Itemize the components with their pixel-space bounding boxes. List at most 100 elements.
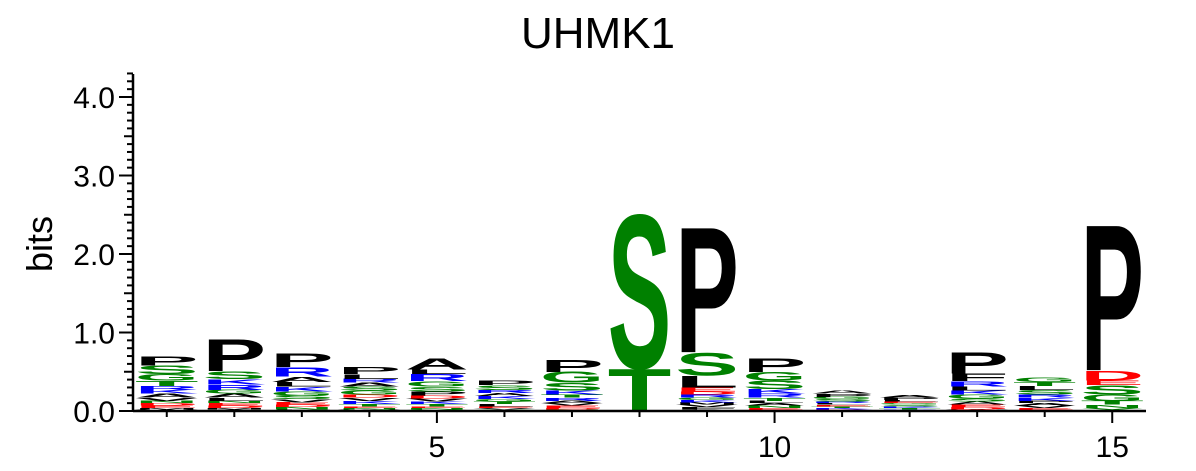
logo-letter-a: A [405, 356, 469, 373]
logo-letter-d: D [405, 395, 469, 400]
logo-letter-a: A [810, 390, 874, 395]
logo-letter-k: K [1013, 397, 1077, 402]
logo-letter-n: N [405, 408, 469, 410]
logo-letter-n: N [1080, 404, 1144, 409]
logo-letter-r: R [540, 397, 604, 402]
logo-letter-v: V [1013, 405, 1077, 409]
logo-letter-r: R [270, 365, 334, 380]
y-tick-label: 3.0 [73, 161, 115, 194]
logo-letter-e: E [405, 406, 469, 408]
logo-letter-s: S [945, 398, 1009, 403]
logo-letter-d: D [945, 407, 1009, 411]
logo-letter-d: D [270, 404, 334, 408]
logo-letter-y: Y [1080, 407, 1144, 412]
logo-letter-t: T [810, 406, 874, 408]
logo-letter-d: D [540, 408, 604, 410]
logo-letter-e: E [540, 405, 604, 409]
logo-letter-k: K [743, 388, 807, 395]
logo-letter-t: T [135, 379, 199, 388]
logo-letter-k: K [270, 386, 334, 393]
logo-letter-t: T [878, 407, 942, 409]
chart-title: UHMK1 [521, 9, 675, 58]
logo-letter-a: A [338, 382, 402, 388]
logo-letter-r: R [338, 378, 402, 384]
logo-letter-f: F [675, 406, 739, 410]
logo-letter-l: L [203, 397, 267, 402]
logo-letter-l: L [743, 400, 807, 404]
logo-letter-k: K [878, 406, 942, 408]
y-tick-label: 2.0 [73, 239, 115, 272]
logo-letter-e: E [135, 405, 199, 409]
logo-letter-f: F [945, 371, 1009, 383]
logo-letter-n: N [270, 407, 334, 411]
logo-letter-g: G [270, 390, 334, 396]
logo-letter-a: A [540, 400, 604, 404]
logo-letter-a: A [878, 395, 942, 399]
logo-letter-p: P [1080, 182, 1144, 415]
logo-letter-a: A [135, 393, 199, 399]
logo-letter-t: T [338, 403, 402, 407]
logo-letter-r: R [473, 389, 537, 394]
logo-letter-e: E [743, 407, 807, 409]
logo-letter-p: P [540, 356, 604, 376]
logo-letter-l: L [473, 403, 537, 407]
logo-letter-d: D [338, 394, 402, 399]
logo-letter-p: P [743, 354, 807, 376]
logo-letter-t: T [405, 403, 469, 407]
logo-letter-t: T [1080, 400, 1144, 406]
logo-letter-s: S [203, 369, 267, 381]
logo-letter-r: R [405, 372, 469, 383]
logo-letter-p: P [473, 379, 537, 386]
logo-letter-t: T [1013, 381, 1077, 387]
logo-letter-k: K [338, 400, 402, 405]
logo-letter-n: N [135, 400, 199, 404]
logo-letter-r: R [1013, 394, 1077, 399]
logo-letter-s: S [135, 364, 199, 377]
logo-letter-n: N [203, 400, 267, 404]
logo-letter-p: P [1013, 400, 1077, 404]
logo-letter-m: M [203, 407, 267, 409]
y-axis-label: bits [19, 216, 60, 272]
logo-letter-p: P [270, 349, 334, 371]
logo-letter-k: K [945, 390, 1009, 396]
y-tick-label: 0.0 [73, 396, 115, 429]
logo-letter-e: E [1013, 407, 1077, 409]
logo-letter-e: E [1080, 379, 1144, 386]
logo-letter-k: K [405, 401, 469, 405]
logo-letter-l: L [338, 373, 402, 380]
logo-letter-v: V [135, 397, 199, 402]
logo-letter-v: V [540, 403, 604, 407]
logo-letter-t: T [743, 397, 807, 402]
y-tick-label: 4.0 [73, 82, 115, 115]
logo-letter-k: K [203, 377, 267, 386]
logo-letters: WMEDNVAKRTGSPIMDENLAGRKSPFNDEVSGKLARPWNE… [135, 168, 1144, 424]
logo-letter-t: T [473, 401, 537, 405]
logo-letter-e: E [878, 401, 942, 403]
logo-letter-e: E [270, 402, 334, 406]
logo-letter-g: G [945, 394, 1009, 400]
logo-letter-n: N [338, 408, 402, 410]
logo-letter-l: L [270, 381, 334, 388]
logo-letter-l: L [675, 373, 739, 391]
logo-letter-r: R [203, 383, 267, 392]
logo-letter-g: G [878, 403, 942, 405]
logo-letter-g: G [540, 369, 604, 386]
logo-letter-l: L [945, 386, 1009, 392]
logo-letter-v: V [473, 407, 537, 409]
logo-letter-t: T [540, 394, 604, 399]
logo-letter-m: M [135, 407, 199, 409]
logo-letter-s: S [540, 381, 604, 393]
logo-letter-s: S [675, 347, 739, 383]
logo-letter-g: G [1013, 376, 1077, 383]
logo-letter-p: P [675, 190, 739, 391]
logo-letter-a: A [945, 401, 1009, 406]
logo-letter-g: G [473, 399, 537, 403]
logo-letter-g: G [338, 390, 402, 396]
logo-letter-d: D [675, 391, 739, 396]
logo-letter-g: G [135, 373, 199, 383]
logo-letter-g: G [743, 370, 807, 383]
logo-letter-s: S [1080, 383, 1144, 398]
logo-letter-s: S [473, 384, 537, 391]
x-tick-label: 5 [429, 431, 446, 464]
